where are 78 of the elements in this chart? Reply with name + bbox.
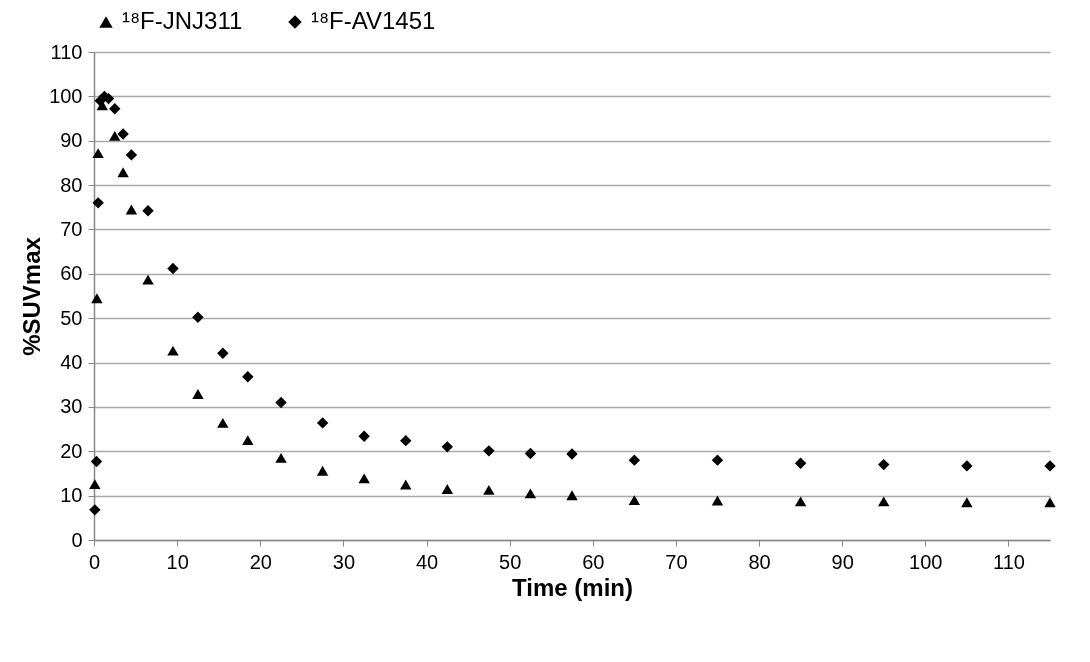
x-tick-label: 110 xyxy=(992,550,1025,573)
point xyxy=(483,445,495,457)
y-tick-label: 60 xyxy=(60,262,83,285)
y-tick-label: 50 xyxy=(60,306,83,329)
x-tick-label: 50 xyxy=(499,550,522,573)
point xyxy=(711,454,724,466)
legend-label: ¹⁸F-AV1451 xyxy=(311,7,436,34)
point xyxy=(316,417,329,429)
point xyxy=(142,205,154,217)
point xyxy=(524,447,537,460)
y-tick-label: 70 xyxy=(60,217,83,240)
point xyxy=(400,479,412,490)
point xyxy=(628,495,641,506)
point xyxy=(142,274,154,285)
point xyxy=(192,311,204,323)
y-tick-label: 90 xyxy=(60,129,83,152)
point xyxy=(90,455,103,468)
y-tick-label: 80 xyxy=(60,173,83,196)
point xyxy=(878,496,890,507)
x-tick-label: 40 xyxy=(415,550,439,573)
point xyxy=(242,371,254,383)
point xyxy=(242,435,254,446)
point xyxy=(217,417,229,428)
point xyxy=(1044,497,1056,508)
point xyxy=(117,167,129,178)
point xyxy=(89,504,101,516)
point xyxy=(89,479,101,490)
point xyxy=(109,130,121,141)
x-tick-label: 60 xyxy=(582,550,605,573)
x-tick-label: 20 xyxy=(249,550,272,573)
x-tick-label: 70 xyxy=(665,550,688,573)
y-tick-label: 30 xyxy=(60,395,83,418)
point xyxy=(167,345,179,356)
point xyxy=(794,457,807,469)
x-tick-label: 100 xyxy=(909,550,943,573)
point xyxy=(358,473,370,484)
x-tick-label: 90 xyxy=(831,550,854,573)
point xyxy=(92,148,104,159)
point xyxy=(961,497,973,508)
point xyxy=(566,490,578,501)
legend-label: ¹⁸F-JNJ311 xyxy=(122,7,243,34)
point xyxy=(125,149,138,161)
point xyxy=(566,448,578,460)
x-tick-label: 80 xyxy=(748,550,771,573)
point xyxy=(217,347,229,359)
y-tick-label: 20 xyxy=(60,439,83,462)
point xyxy=(358,430,370,442)
point xyxy=(125,204,138,215)
point xyxy=(628,454,641,466)
x-tick-label: 0 xyxy=(88,550,101,573)
point xyxy=(316,465,329,476)
point xyxy=(109,103,121,115)
point xyxy=(961,460,973,472)
point xyxy=(275,452,287,463)
point xyxy=(192,389,204,399)
x-tick-label: 30 xyxy=(332,550,356,573)
y-tick-label: 110 xyxy=(50,40,83,63)
point xyxy=(117,128,129,140)
y-tick-label: 100 xyxy=(49,84,83,107)
point xyxy=(441,484,454,494)
y-tick-label: 40 xyxy=(60,351,83,374)
point xyxy=(92,197,104,209)
x-axis-title: Time (min) xyxy=(512,573,633,601)
point xyxy=(524,488,537,499)
point xyxy=(711,495,724,506)
point xyxy=(878,458,890,471)
y-axis-title: %SUVmax xyxy=(18,236,46,356)
point xyxy=(275,396,287,409)
y-tick-label: 10 xyxy=(60,484,83,507)
point xyxy=(483,484,495,495)
point xyxy=(91,293,103,304)
point xyxy=(400,434,412,447)
point xyxy=(441,441,454,453)
point xyxy=(794,496,807,507)
y-tick-label: 0 xyxy=(71,528,83,551)
x-tick-label: 10 xyxy=(166,550,189,573)
point xyxy=(1044,460,1056,472)
point xyxy=(167,262,179,275)
